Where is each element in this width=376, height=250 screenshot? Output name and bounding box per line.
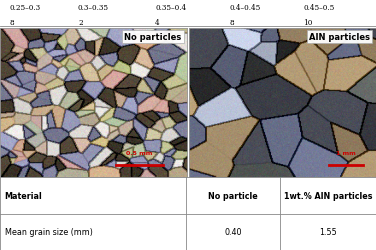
Text: 0.45–0.5: 0.45–0.5 — [303, 4, 334, 12]
Text: 4: 4 — [155, 19, 160, 27]
Text: 8: 8 — [230, 19, 235, 27]
Text: 1 mm: 1 mm — [336, 150, 356, 155]
Text: 1wt.% AlN particles: 1wt.% AlN particles — [284, 191, 372, 200]
Text: Material: Material — [5, 191, 42, 200]
Text: 0.25–0.3: 0.25–0.3 — [10, 4, 41, 12]
Text: No particle: No particle — [208, 191, 258, 200]
Text: 10: 10 — [303, 19, 312, 27]
Text: AlN particles: AlN particles — [309, 33, 370, 42]
Text: 1.55: 1.55 — [319, 228, 337, 236]
Text: 0.35–0.4: 0.35–0.4 — [155, 4, 186, 12]
Text: No particles: No particles — [124, 33, 182, 42]
Text: 0.40: 0.40 — [224, 228, 242, 236]
Text: 2: 2 — [78, 19, 83, 27]
Text: 0.3–0.35: 0.3–0.35 — [78, 4, 109, 12]
Text: Mean grain size (mm): Mean grain size (mm) — [5, 228, 92, 236]
Text: 0.5 mm: 0.5 mm — [126, 150, 153, 155]
Text: 0.4–0.45: 0.4–0.45 — [230, 4, 261, 12]
Text: 8: 8 — [10, 19, 15, 27]
